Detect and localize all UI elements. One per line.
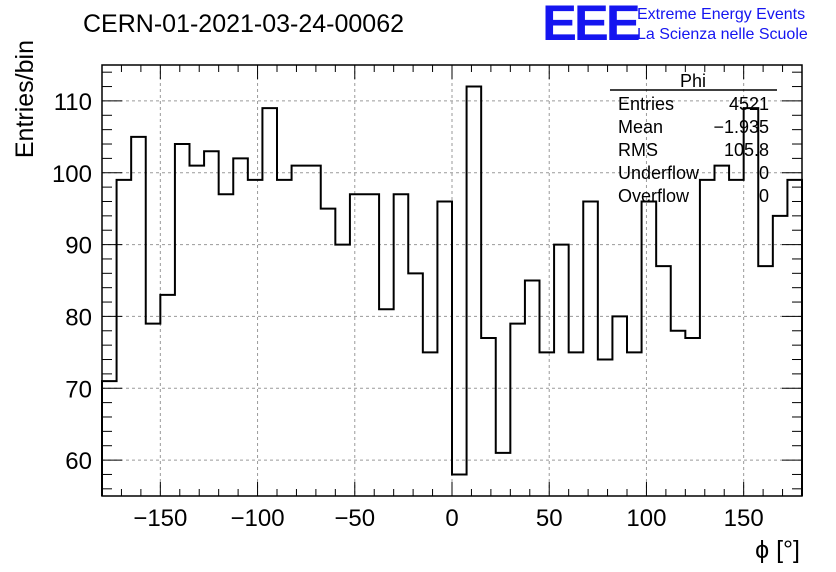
- stats-value-underflow: 0: [759, 163, 769, 183]
- histogram-bin: [627, 352, 642, 496]
- histogram-bin: [321, 209, 336, 496]
- histogram-bin: [583, 201, 598, 496]
- histogram-bin: [540, 352, 555, 496]
- x-axis-label: ϕ [°]: [755, 536, 800, 564]
- histogram-bin: [117, 180, 132, 496]
- histogram-bin: [394, 194, 409, 496]
- histogram-bin: [277, 180, 292, 496]
- histogram-bin: [452, 474, 467, 496]
- histogram-bin: [306, 166, 321, 496]
- histogram-bin: [569, 352, 584, 496]
- histogram-bin: [700, 180, 715, 496]
- histogram-bin: [437, 201, 452, 496]
- histogram-bin: [292, 166, 307, 496]
- histogram-bin: [773, 216, 788, 496]
- histogram-bin: [248, 180, 263, 496]
- histogram-bins: [101, 85, 803, 497]
- x-tick-label: −150: [133, 505, 187, 532]
- histogram-bin: [598, 360, 613, 496]
- histogram-bin: [612, 316, 627, 496]
- y-axis-label: Entries/bin: [11, 40, 39, 158]
- histogram-bin: [423, 352, 438, 496]
- histogram-bin: [671, 331, 686, 496]
- y-tick-label: 90: [65, 233, 92, 260]
- histogram-bin: [656, 266, 671, 496]
- x-tick-label: 100: [626, 505, 666, 532]
- histogram-bin: [758, 266, 773, 496]
- histogram-bin: [335, 245, 350, 496]
- histogram-bin: [219, 194, 234, 496]
- y-tick-label: 70: [65, 376, 92, 403]
- stats-value-rms: 105.8: [724, 140, 769, 160]
- y-tick-label: 110: [54, 89, 92, 116]
- histogram-bin: [481, 338, 496, 496]
- stats-box: Phi Entries 4521 Mean −1.935 RMS 105.8 U…: [610, 71, 777, 206]
- x-axis-ticks: −150 −100 −50 0 50 100 150: [101, 65, 803, 532]
- histogram-bin: [350, 194, 365, 496]
- x-tick-label: 150: [724, 505, 764, 532]
- x-tick-label: −50: [334, 505, 375, 532]
- histogram-bin: [146, 324, 161, 496]
- x-tick-label: 50: [536, 505, 563, 532]
- y-tick-label: 100: [52, 161, 92, 188]
- histogram-bin: [642, 201, 657, 496]
- histogram-bin: [554, 245, 569, 496]
- logo-line2: La Scienza nelle Scuole: [637, 26, 808, 43]
- y-tick-label: 60: [65, 448, 92, 475]
- histogram-bin: [744, 108, 759, 496]
- histogram-bin: [175, 144, 190, 496]
- run-title: CERN-01-2021-03-24-00062: [83, 10, 405, 38]
- y-tick-label: 80: [65, 304, 92, 331]
- histogram-bin: [233, 158, 248, 496]
- histogram-bin: [525, 281, 540, 497]
- eee-logo: EEE: [542, 0, 641, 51]
- stats-value-entries: 4521: [729, 94, 769, 114]
- y-axis-ticks: 60 70 80 90 100 110: [52, 71, 802, 490]
- histogram-bin: [190, 166, 205, 496]
- x-tick-label: −100: [231, 505, 285, 532]
- histogram-bin: [715, 166, 730, 496]
- histogram-bin: [379, 309, 394, 496]
- histogram-bin: [467, 87, 482, 496]
- stats-label-entries: Entries: [618, 94, 674, 114]
- x-tick-label: 0: [445, 505, 458, 532]
- histogram-bin: [160, 295, 175, 496]
- stats-label-overflow: Overflow: [618, 186, 690, 206]
- histogram-bin: [510, 324, 525, 496]
- histogram-bin: [685, 338, 700, 496]
- stats-label-rms: RMS: [618, 140, 658, 160]
- histogram-bin: [408, 273, 423, 496]
- histogram-bin: [262, 108, 277, 496]
- histogram-bin: [204, 151, 219, 496]
- histogram-bin: [496, 453, 511, 496]
- histogram-bin: [729, 180, 744, 496]
- histogram-bin: [365, 194, 380, 496]
- histogram-bin: [787, 180, 802, 496]
- logo-line1: Extreme Energy Events: [637, 6, 806, 23]
- histogram-bin: [102, 381, 117, 496]
- stats-name: Phi: [680, 71, 706, 91]
- stats-label-underflow: Underflow: [618, 163, 700, 183]
- stats-label-mean: Mean: [618, 117, 663, 137]
- stats-value-overflow: 0: [759, 186, 769, 206]
- histogram-outline: [101, 85, 803, 496]
- stats-value-mean: −1.935: [713, 117, 769, 137]
